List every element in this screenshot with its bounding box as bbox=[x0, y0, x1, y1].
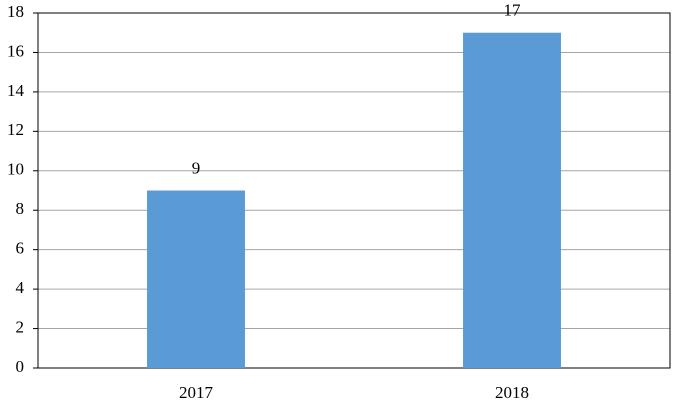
y-tick-label: 0 bbox=[16, 357, 25, 376]
y-tick-label: 4 bbox=[16, 278, 25, 297]
y-tick-label: 2 bbox=[16, 317, 25, 336]
y-tick-label: 8 bbox=[16, 199, 25, 218]
bar bbox=[463, 32, 561, 368]
plot-frame bbox=[37, 12, 671, 369]
y-tick-label: 6 bbox=[16, 239, 25, 258]
y-tick-label: 12 bbox=[7, 120, 24, 139]
y-tick-label: 16 bbox=[7, 41, 24, 60]
data-label: 17 bbox=[504, 1, 522, 20]
y-tick-label: 14 bbox=[7, 81, 25, 100]
data-label: 9 bbox=[192, 158, 201, 177]
bar bbox=[147, 190, 245, 368]
y-tick-label: 18 bbox=[7, 2, 24, 21]
x-tick-label: 2017 bbox=[179, 383, 214, 402]
y-tick-label: 10 bbox=[7, 160, 24, 179]
x-tick-label: 2018 bbox=[495, 383, 529, 402]
